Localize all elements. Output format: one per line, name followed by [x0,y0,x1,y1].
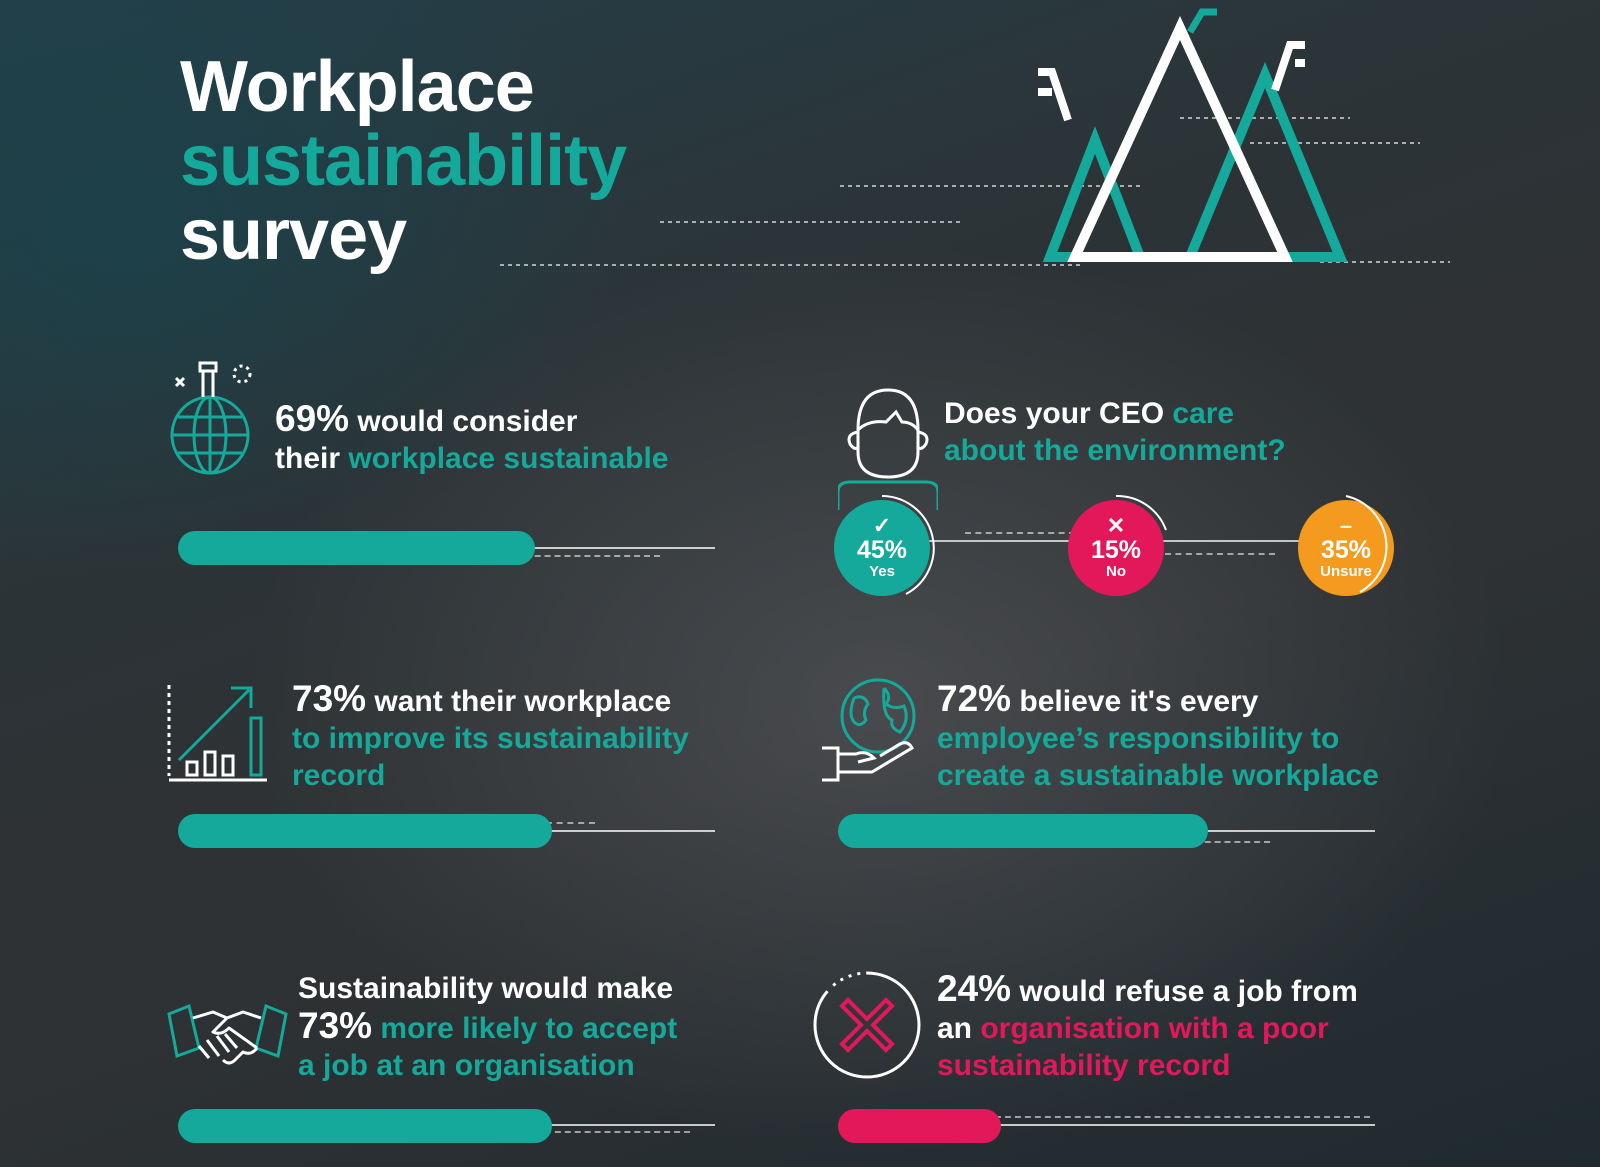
title-line-3: survey [180,195,407,275]
cross-icon: ✕ [1106,513,1126,538]
bar-fill [178,1109,552,1143]
answer-unsure-circle: – 35% Unsure [1298,500,1394,596]
stat-refuse-line3: sustainability record [937,1049,1231,1082]
title-line-1: Workplace [180,47,535,127]
stat-refuse-text: 24% would refuse a job from an organisat… [937,970,1358,1084]
ceo-question: Does your CEO care about the environment… [944,395,1286,469]
stat-improve-line1: want their workplace [366,685,672,718]
answer-unsure-pct: 35% [1320,536,1372,564]
mountains-illustration [490,0,1490,280]
stat-consider-line1: would consider [349,405,578,438]
check-icon: ✓ [872,513,892,538]
answer-no-ring [1115,494,1167,531]
stat-refuse-pct: 24% [937,968,1012,1009]
bar-fill [838,1109,1001,1143]
ceo-answers-dash [1165,553,1275,555]
stat-responsibility-line2: employee’s responsibility to [937,722,1340,755]
answer-unsure-label: Unsure [1320,563,1372,580]
answer-yes-circle: ✓ 45% Yes [834,500,930,596]
stat-responsibility-text: 72% believe it's every employee’s respon… [937,680,1379,794]
growth-chart-icon [165,680,270,785]
stat-accept-line1: Sustainability would make [298,972,674,1005]
answer-no-label: No [1106,563,1126,580]
answer-unsure-ring [1345,495,1388,593]
bar-dash [475,555,660,557]
stat-consider-pct: 69% [275,398,350,439]
stat-improve-line2: to improve its sustainability [292,722,689,755]
stat-improve-pct: 73% [292,678,367,719]
ceo-question-line2: about the environment? [944,434,1286,467]
stat-accept-line3: a job at an organisation [298,1049,635,1082]
ceo-answers-dash [965,532,1075,534]
bar-track [840,1124,1375,1126]
stat-improve-line3: record [292,759,386,792]
answer-yes-ring [881,495,935,595]
answer-no-circle: ✕ 15% No [1068,500,1164,596]
ceo-question-hl: care [1172,397,1235,430]
bar-dash [535,822,595,824]
dash-icon: – [1339,513,1353,538]
stat-responsibility-line3: create a sustainable workplace [937,759,1379,792]
stat-refuse-line1: would refuse a job from [1011,975,1358,1008]
globe-flask-icon [170,360,265,475]
stat-accept-text: Sustainability would make 73% more likel… [298,970,677,1084]
stat-consider-highlight: workplace sustainable [348,442,669,475]
answer-yes-pct: 45% [856,536,908,564]
stat-accept-pct: 73% [298,1005,373,1046]
stat-responsibility-line1: believe it's every [1011,685,1259,718]
answer-yes-label: Yes [869,563,895,580]
stat-improve-text: 73% want their workplace to improve its … [292,680,689,794]
handshake-icon [165,1000,290,1080]
stat-refuse-line2: organisation with a poor [980,1012,1329,1045]
stat-consider-line2: their [275,442,349,475]
bar-dash [535,1131,690,1133]
ceo-question-a: Does your CEO [944,397,1173,430]
bar-dash [1185,841,1270,843]
stat-consider-text: 69% would consider their workplace susta… [275,400,669,477]
person-head-icon [838,382,938,512]
stat-refuse-line2a: an [937,1012,981,1045]
globe-hand-icon [820,676,920,786]
answer-no-pct: 15% [1090,536,1142,564]
cross-circle-icon [812,970,922,1080]
bar-fill [838,814,1208,848]
title-line-2: sustainability [180,121,627,201]
bar-dash [985,1116,1370,1118]
answer-rings [881,494,1388,595]
page-title: Workplace sustainability survey [180,47,627,275]
stat-accept-line2: more likely to accept [372,1012,678,1045]
bar-fill [178,531,535,565]
stat-responsibility-pct: 72% [937,678,1012,719]
bar-fill [178,814,552,848]
